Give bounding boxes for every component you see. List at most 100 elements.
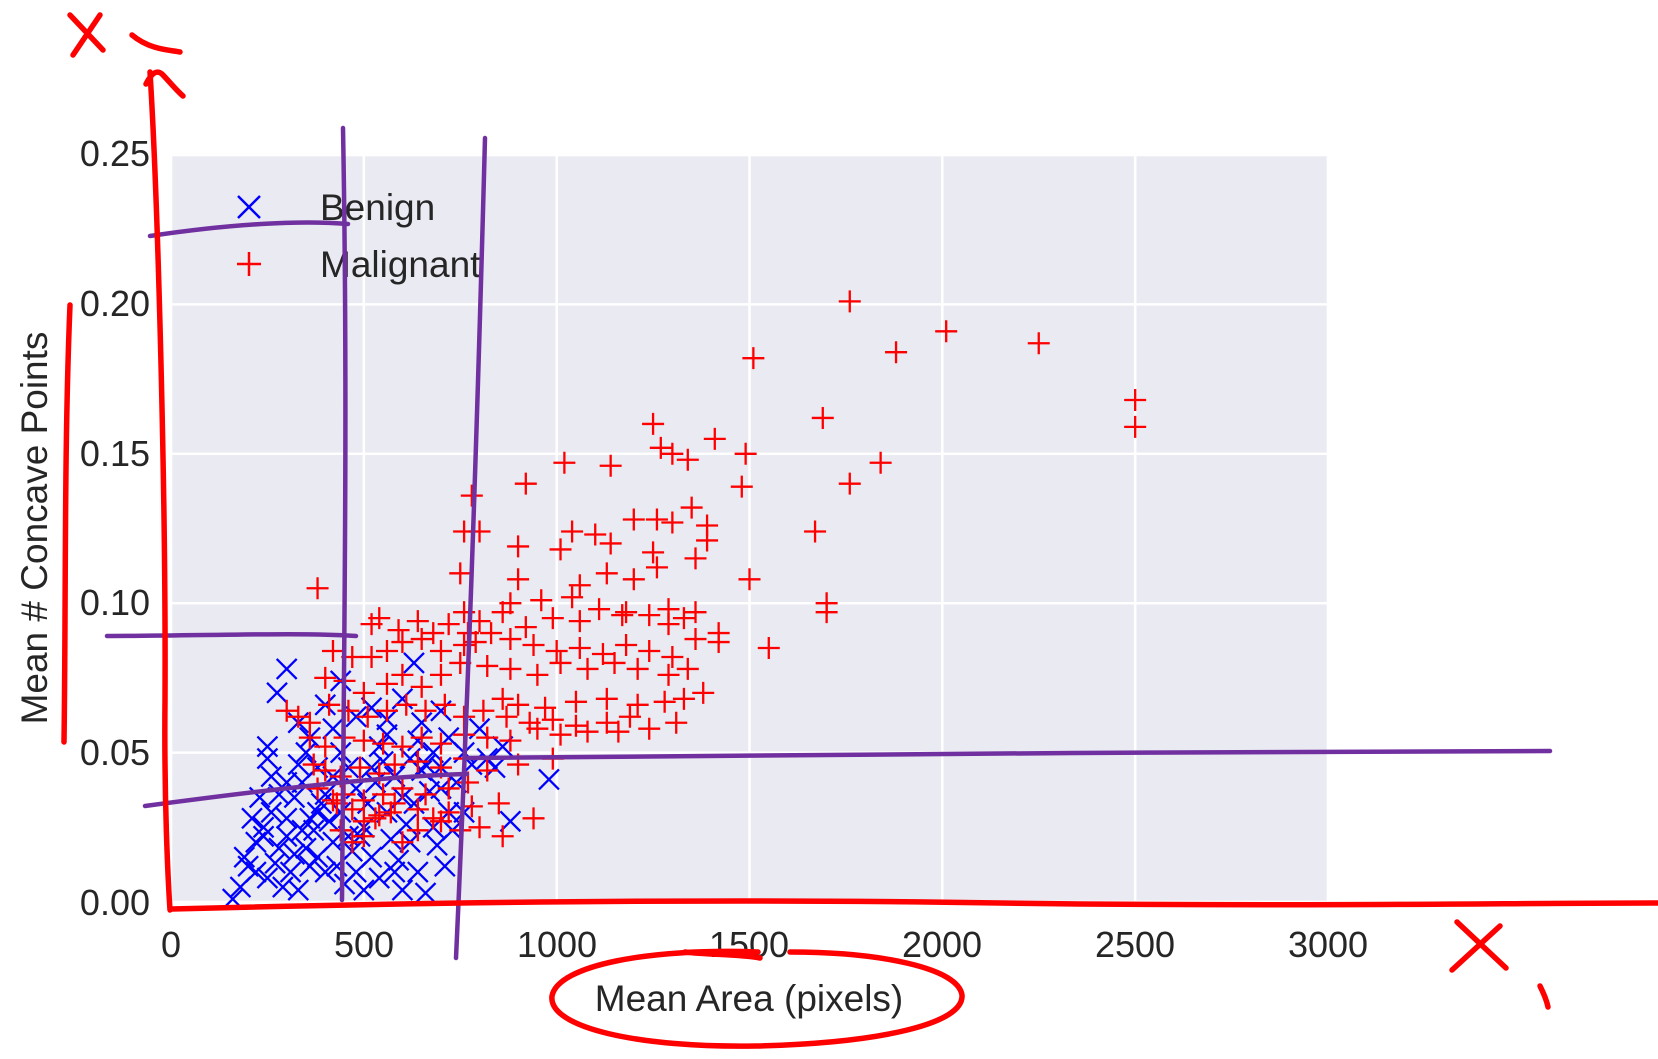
- data-point-malignant: [626, 657, 649, 680]
- data-point-malignant: [406, 610, 429, 633]
- data-point-malignant: [576, 657, 599, 680]
- data-point-malignant: [352, 789, 375, 812]
- data-point-benign: [434, 855, 456, 877]
- data-point-malignant: [588, 598, 611, 621]
- data-point-malignant: [645, 508, 668, 531]
- data-point-malignant: [410, 628, 433, 651]
- data-point-malignant: [657, 613, 680, 636]
- hand-drawn-annotations: [61, 12, 1658, 1049]
- data-point-malignant: [433, 693, 456, 716]
- data-point-malignant: [449, 562, 472, 585]
- data-point-malignant: [507, 693, 530, 716]
- data-point-malignant: [429, 732, 452, 755]
- data-point-malignant: [696, 529, 719, 552]
- data-point-malignant: [626, 693, 649, 716]
- y-tick-label: 0.05: [80, 732, 150, 773]
- data-point-malignant: [1027, 332, 1050, 355]
- data-point-malignant: [364, 807, 387, 830]
- purple-annotation-lines: [104, 125, 1553, 961]
- data-point-malignant: [568, 574, 591, 597]
- data-point-malignant: [595, 562, 618, 585]
- data-point-benign: [266, 682, 288, 704]
- data-point-malignant: [491, 825, 514, 848]
- data-point-malignant: [615, 634, 638, 657]
- data-point-benign: [345, 861, 367, 883]
- data-point-malignant: [476, 726, 499, 749]
- data-point-malignant: [561, 586, 584, 609]
- data-point-malignant: [530, 589, 553, 612]
- y-tick-label: 0.15: [80, 433, 150, 474]
- legend-marker-malignant: [237, 252, 261, 276]
- data-point-benign: [353, 879, 375, 901]
- data-point-malignant: [360, 645, 383, 668]
- data-point-malignant: [638, 640, 661, 663]
- data-point-malignant: [472, 699, 495, 722]
- data-point-malignant: [564, 714, 587, 737]
- data-point-malignant: [607, 720, 630, 743]
- data-point-malignant: [499, 657, 522, 680]
- data-point-malignant: [318, 693, 341, 716]
- data-point-malignant: [611, 604, 634, 627]
- data-point-malignant: [476, 759, 499, 782]
- data-point-benign: [287, 753, 310, 776]
- data-point-malignant: [507, 568, 530, 591]
- data-point-malignant: [730, 475, 753, 498]
- data-point-malignant: [352, 681, 375, 704]
- data-point-malignant: [491, 687, 514, 710]
- data-point-malignant: [476, 654, 499, 677]
- data-point-malignant: [368, 804, 391, 827]
- data-point-malignant: [661, 511, 684, 534]
- data-point-malignant: [391, 631, 414, 654]
- data-point-malignant: [584, 523, 607, 546]
- data-point-benign: [256, 867, 279, 889]
- data-point-malignant: [553, 451, 576, 474]
- data-point-malignant: [275, 699, 298, 722]
- data-point-benign: [538, 768, 560, 791]
- data-point-benign: [275, 807, 298, 830]
- data-point-malignant: [522, 807, 545, 830]
- data-point-benign: [275, 658, 298, 680]
- data-point-malignant: [383, 792, 406, 815]
- data-point-malignant: [375, 640, 398, 663]
- data-point-benign: [295, 837, 317, 860]
- data-point-malignant: [372, 783, 395, 806]
- data-point-malignant: [453, 634, 476, 657]
- data-point-malignant: [314, 759, 337, 782]
- data-point-malignant: [642, 412, 665, 435]
- data-point-malignant: [395, 693, 418, 716]
- data-point-malignant: [372, 732, 395, 755]
- data-point-malignant: [526, 717, 549, 740]
- data-point-malignant: [653, 690, 676, 713]
- data-point-benign: [245, 861, 267, 883]
- data-point-malignant: [622, 568, 645, 591]
- data-point-malignant: [352, 825, 375, 848]
- data-point-benign: [403, 652, 425, 674]
- data-point-malignant: [429, 640, 452, 663]
- data-point-malignant: [618, 705, 641, 728]
- x-axis-label: Mean Area (pixels): [595, 978, 903, 1019]
- data-point-malignant: [410, 726, 433, 749]
- data-point-malignant: [437, 613, 460, 636]
- data-point-malignant: [356, 705, 379, 728]
- data-point-malignant: [391, 831, 414, 854]
- data-point-malignant: [391, 777, 414, 800]
- data-point-malignant: [869, 451, 892, 474]
- y-tick-label: 0.10: [80, 582, 150, 623]
- data-point-malignant: [657, 663, 680, 686]
- data-point-malignant: [287, 705, 310, 728]
- data-point-malignant: [414, 699, 437, 722]
- data-point-malignant: [406, 750, 429, 773]
- data-point-malignant: [375, 672, 398, 695]
- data-point-malignant: [348, 756, 371, 779]
- data-point-malignant: [1124, 415, 1147, 438]
- legend-marker-benign: [237, 195, 261, 219]
- data-point-malignant: [534, 696, 557, 719]
- data-point-benign: [372, 750, 394, 773]
- red-annotation-lines: [61, 12, 1658, 1049]
- data-point-malignant: [568, 610, 591, 633]
- data-point-benign: [264, 852, 286, 874]
- data-point-malignant: [738, 568, 761, 591]
- data-point-malignant: [383, 753, 406, 776]
- data-point-malignant: [499, 628, 522, 651]
- data-point-malignant: [804, 520, 827, 543]
